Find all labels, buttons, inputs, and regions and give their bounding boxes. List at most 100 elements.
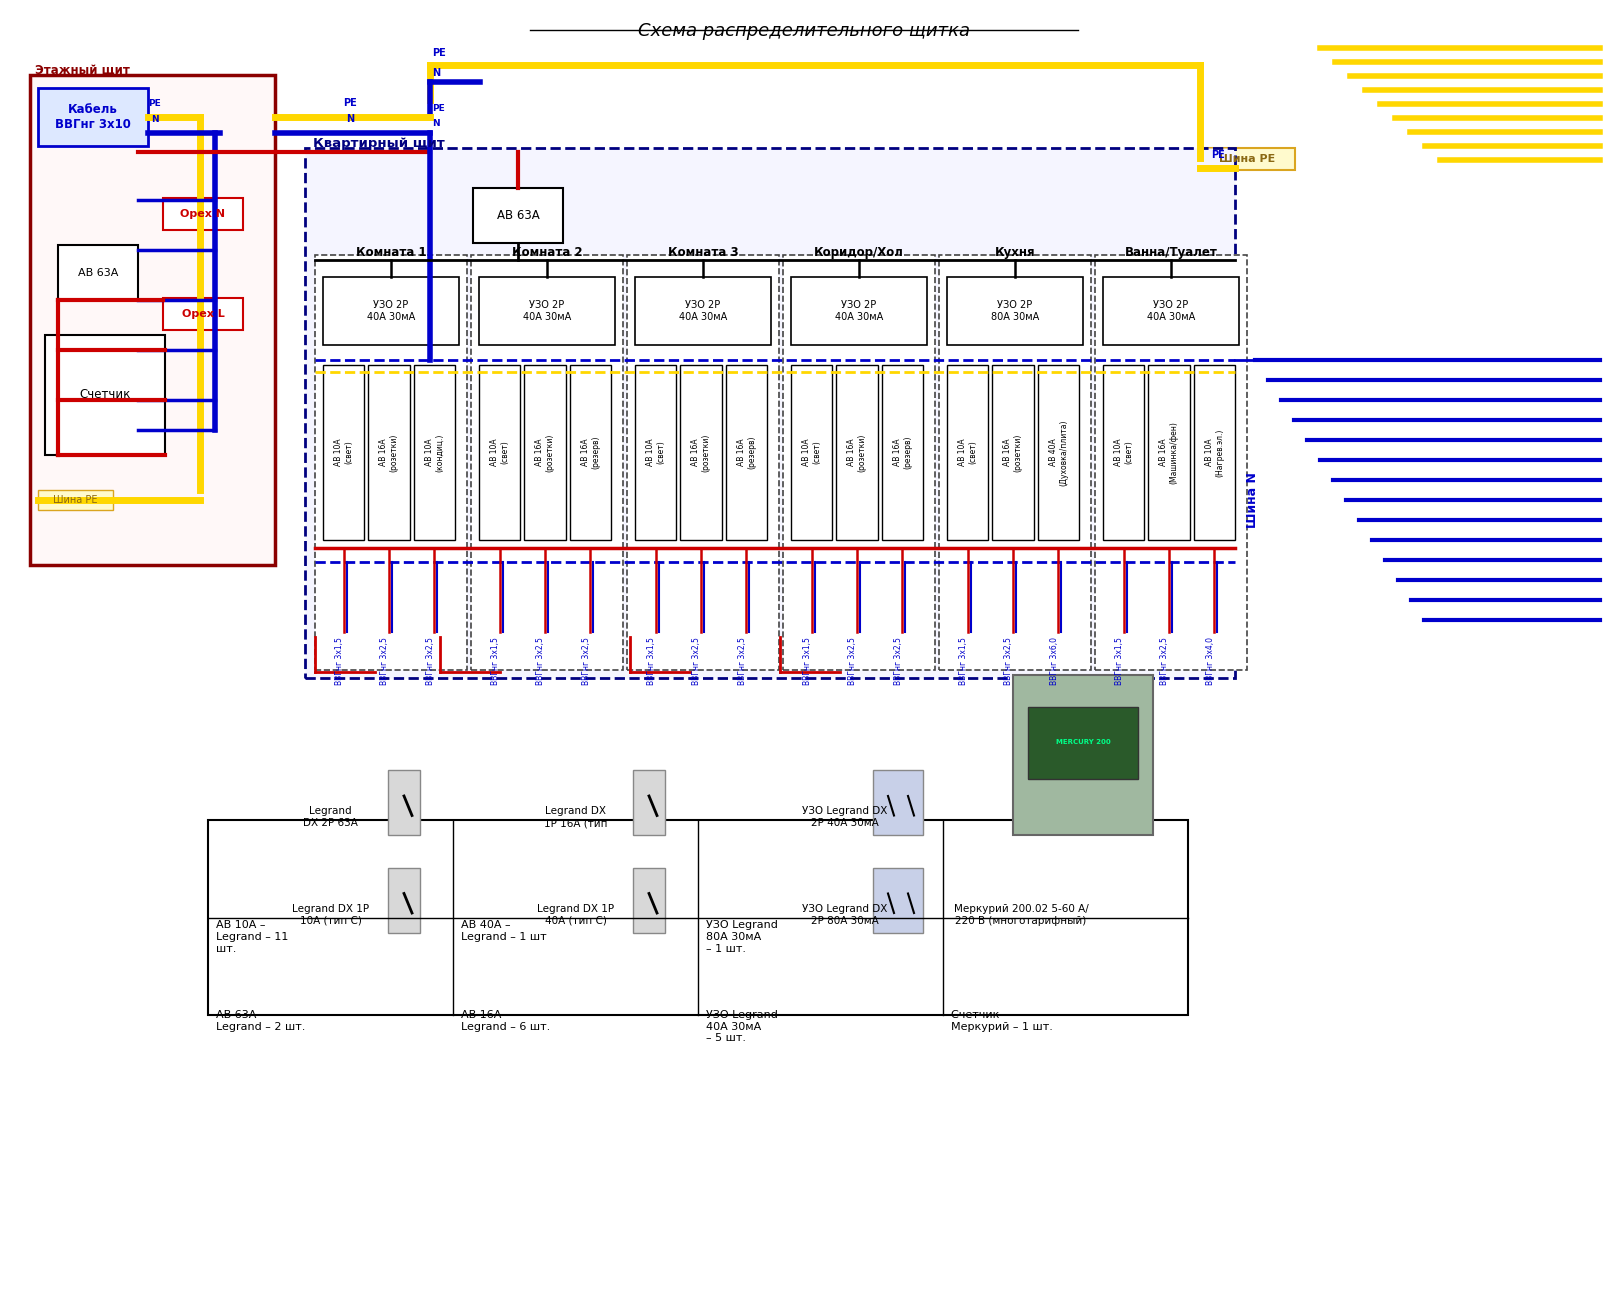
Text: ВВГнг 3х2,5: ВВГнг 3х2,5 [380,638,389,684]
Text: АВ 16А
(Машинка/фен): АВ 16А (Машинка/фен) [1160,421,1179,483]
Text: Legrand DX 1P
40А (тип С): Legrand DX 1P 40А (тип С) [537,903,615,925]
Text: АВ 10А –
Legrand – 11
шт.: АВ 10А – Legrand – 11 шт. [216,920,288,954]
Bar [414,365,455,540]
Text: ВВГнг 3х2,5: ВВГнг 3х2,5 [426,638,434,684]
Text: N: N [431,67,441,78]
Text: Счетчик -
Меркурий – 1 шт.: Счетчик - Меркурий – 1 шт. [951,1010,1052,1032]
Text: ВВГнг 3х2,5: ВВГнг 3х2,5 [1160,638,1170,684]
Bar [681,365,722,540]
Bar [368,365,410,540]
Text: Шина PE: Шина PE [53,495,98,505]
Bar [784,255,935,670]
Bar [1104,365,1144,540]
Text: АВ 10А
(свет): АВ 10А (свет) [1113,438,1133,467]
Text: ВВГнг 3х1,5: ВВГнг 3х1,5 [335,638,344,684]
Text: АВ 40А
(Духовка/плита): АВ 40А (Духовка/плита) [1049,419,1068,486]
Text: ВВГнг 3х1,5: ВВГнг 3х1,5 [959,638,969,684]
Text: Этажный щит: Этажный щит [35,64,130,76]
Bar [792,365,832,540]
Text: АВ 10А
(свет): АВ 10А (свет) [801,438,821,467]
Bar [948,277,1083,345]
Bar [388,867,420,933]
Bar [940,255,1091,670]
Text: АВ 16А
(резерв): АВ 16А (резерв) [737,435,756,469]
Text: Орех N: Орех N [180,209,225,219]
Text: Счетчик: Счетчик [79,389,130,402]
Bar [948,365,988,540]
Text: Кухня: Кухня [994,246,1035,259]
Text: АВ 16А –
Legrand – 6 шт.: АВ 16А – Legrand – 6 шт. [462,1010,550,1032]
Bar [993,365,1033,540]
Text: ВВГнг 3х2,5: ВВГнг 3х2,5 [536,638,545,684]
Text: Комната 2: Комната 2 [512,246,582,259]
Bar [1028,708,1138,779]
Bar [323,365,364,540]
Bar [632,867,665,933]
Text: Комната 3: Комната 3 [668,246,739,259]
Bar [388,770,420,835]
Text: PE: PE [343,98,357,108]
Text: АВ 63А: АВ 63А [77,267,117,277]
Text: Орех L: Орех L [182,308,224,319]
Text: Шина N: Шина N [1247,472,1260,527]
Bar [1149,365,1189,540]
Text: ВВГнг 3х6,0: ВВГнг 3х6,0 [1049,638,1059,686]
Text: АВ 63А –
Legrand – 2 шт.: АВ 63А – Legrand – 2 шт. [216,1010,306,1032]
Text: АВ 16А
(розетки): АВ 16А (розетки) [1004,433,1023,472]
Bar [1194,365,1236,540]
Bar [726,365,767,540]
Text: Legrand
DX 2P 63А: Legrand DX 2P 63А [302,806,357,828]
Text: АВ 10А
(свет): АВ 10А (свет) [957,438,977,467]
Bar [1104,277,1239,345]
Text: PE: PE [1212,150,1224,159]
Text: PE: PE [431,104,444,113]
Text: N: N [431,119,439,128]
Text: N: N [346,114,354,124]
Bar [632,770,665,835]
Bar [570,365,611,540]
Text: ВВГнг 3х1,5: ВВГнг 3х1,5 [491,638,500,684]
Text: АВ 10А
(кондиц.): АВ 10А (кондиц.) [425,433,444,472]
Bar [882,365,924,540]
Bar [306,148,1236,678]
Text: АВ 63А: АВ 63А [497,209,539,222]
Bar [792,277,927,345]
Text: N: N [151,115,159,124]
Text: ВВГнг 3х2,5: ВВГнг 3х2,5 [739,638,747,684]
Bar [1096,255,1247,670]
Bar [45,334,166,455]
Bar [39,88,148,146]
Text: Комната 1: Комната 1 [356,246,426,259]
Text: ВВГнг 3х2,5: ВВГнг 3х2,5 [848,638,858,684]
Text: УЗО 2Р
40А 30мА: УЗО 2Р 40А 30мА [367,301,415,321]
Text: ВВГнг 3х2,5: ВВГнг 3х2,5 [895,638,903,684]
Text: УЗО Legrand DX
2P 80А 30мА: УЗО Legrand DX 2P 80А 30мА [803,903,888,925]
Bar [1200,148,1295,170]
Bar [315,255,467,670]
Text: УЗО Legrand
80А 30мА
– 1 шт.: УЗО Legrand 80А 30мА – 1 шт. [706,920,777,954]
Bar [58,245,138,299]
Text: АВ 10А
(Нагрев.эл.): АВ 10А (Нагрев.эл.) [1205,428,1224,477]
Text: УЗО 2Р
40А 30мА: УЗО 2Р 40А 30мА [1147,301,1195,321]
Text: АВ 16А
(розетки): АВ 16А (розетки) [848,433,867,472]
Bar [479,365,520,540]
Bar [323,277,459,345]
Text: АВ 10А
(свет): АВ 10А (свет) [335,438,354,467]
Text: PE: PE [431,48,446,58]
Bar [837,365,877,540]
Text: АВ 10А
(свет): АВ 10А (свет) [491,438,510,467]
Text: УЗО Legrand DX
2P 40А 30мА: УЗО Legrand DX 2P 40А 30мА [803,806,888,828]
Text: Меркурий 200.02 5-60 А/
220 В (многотарифный): Меркурий 200.02 5-60 А/ 220 В (многотари… [954,903,1088,925]
Text: Схема распределительного щитка: Схема распределительного щитка [639,22,970,40]
Bar [636,365,676,540]
Bar [471,255,623,670]
Text: УЗО 2Р
40А 30мА: УЗО 2Р 40А 30мА [679,301,727,321]
Bar [473,188,563,244]
Text: Ванна/Туалет: Ванна/Туалет [1125,246,1218,259]
Bar [628,255,779,670]
Text: Кабель
ВВГнг 3х10: Кабель ВВГнг 3х10 [55,102,130,131]
Text: Квартирный щит: Квартирный щит [314,137,444,150]
Bar [39,490,113,511]
Text: АВ 16А
(розетки): АВ 16А (розетки) [536,433,555,472]
Text: ВВГнг 3х2,5: ВВГнг 3х2,5 [582,638,591,684]
